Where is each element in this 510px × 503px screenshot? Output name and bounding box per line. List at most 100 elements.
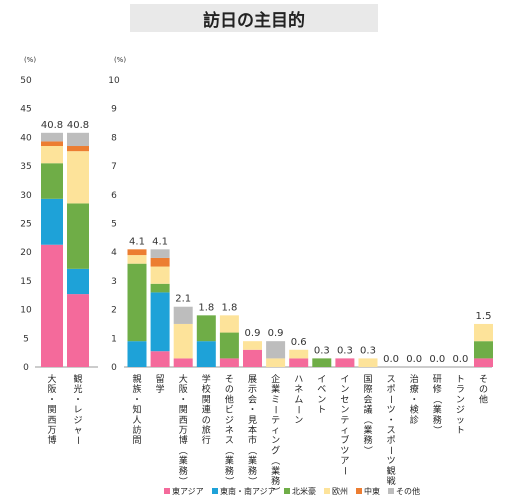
chart1-y-tick-label: 45	[20, 105, 31, 115]
chart1-y-tick-label: 20	[20, 248, 32, 258]
chart2-category-label: 研修（業務）研修（業務）	[431, 374, 442, 435]
chart2-category-label-char: ・	[179, 395, 188, 405]
chart2-category-label-char: ジ	[225, 416, 234, 426]
chart2-y-tick-label: 6	[111, 191, 117, 201]
chart2-category-label-char: 戦	[387, 475, 396, 487]
chart2-category-label-char: ス	[225, 436, 234, 446]
chart2-category-label-char: 務	[248, 465, 257, 477]
chart2-category-label-char: 阪	[179, 384, 188, 395]
chart2-category-label-char: 観	[387, 465, 396, 477]
chart2-total-label: 0.3	[314, 345, 330, 356]
chart2-category-label-char: の	[202, 416, 211, 426]
chart1-bar-segment	[41, 141, 63, 147]
chart1-total-label: 40.8	[67, 120, 89, 131]
chart2-category-label-char: 診	[410, 414, 419, 426]
chart2-category-label-char: 務	[363, 434, 372, 446]
chart1-category-label-char: ジ	[73, 416, 82, 426]
legend-label: 東アジア	[172, 486, 204, 496]
chart2-category-label-char: 博	[179, 434, 188, 446]
chart2-category-label-char: 国	[363, 374, 372, 385]
chart2-bar-segment	[150, 292, 170, 352]
chart2-category-label-char: ス	[387, 375, 396, 385]
chart2-category-label-char: ン	[294, 416, 303, 426]
chart2-category-label-char: イ	[317, 375, 326, 385]
chart2-category-label-char: 連	[202, 404, 211, 416]
chart2-category-label-char: 行	[202, 434, 211, 446]
chart1-y-tick-label: 50	[20, 76, 32, 86]
chart2-total-label: 0.0	[406, 354, 422, 365]
chart2-category-label-char: ）	[223, 476, 234, 485]
chart2-bar-segment	[358, 358, 378, 367]
chart2-category-label-char: の	[479, 385, 488, 395]
chart2-category-label-char: ィ	[271, 426, 280, 436]
chart2-category-label-char: 療	[410, 383, 419, 395]
chart2-category-label-char: 務	[433, 414, 442, 426]
chart2-category-label-char: ブ	[340, 434, 349, 446]
legend-swatch	[284, 488, 290, 494]
legend-label: 中東	[364, 486, 380, 496]
chart2-category-label-char: ネ	[225, 425, 234, 436]
legend-swatch	[212, 488, 218, 494]
chart2-category-label-char: ）	[362, 446, 373, 455]
chart2-category-label-char: そ	[479, 374, 488, 385]
chart2-category-label-char: 企	[271, 373, 280, 385]
chart1-y-tick-label: 10	[20, 306, 32, 316]
chart2-total-label: 2.1	[175, 294, 191, 305]
chart2-category-label-char: 会	[363, 393, 372, 405]
chart2-unit-label: (%)	[114, 56, 126, 64]
chart2-total-label: 0.0	[429, 354, 445, 365]
chart1-category-label-char: ー	[72, 436, 82, 445]
chart2-category-label-char: ツ	[340, 446, 349, 456]
chart2-category-label-char: 見	[248, 415, 257, 426]
chart1-y-tick-label: 35	[20, 162, 31, 172]
legend-label: 欧州	[332, 486, 348, 496]
chart2-bar-segment	[219, 332, 239, 359]
chart2-category-label-char: 展	[248, 374, 257, 385]
chart2-y-tick-label: 4	[111, 248, 117, 258]
chart2-bar-segment	[150, 257, 170, 267]
chart2-bar-segment	[266, 358, 286, 367]
chart2-category-label-char: 務	[179, 465, 188, 477]
chart2-y-tick-label: 9	[111, 105, 117, 115]
chart2-bar-segment	[173, 306, 193, 324]
chart2-category-label-char: ・	[132, 395, 141, 405]
chart2-category-label-char: 大	[179, 373, 188, 385]
chart2-category-label-char: （	[223, 446, 234, 455]
chart2-category-label: 大阪・関西万博（業務）大阪・関西万博（業務）	[177, 373, 188, 486]
chart2-bar-segment	[243, 341, 262, 350]
chart2-category-label-char: 親	[132, 373, 141, 385]
chart1-bar-segment	[67, 132, 89, 147]
chart2-category-label-char: 旅	[202, 424, 211, 436]
chart2-category-label-char: 知	[132, 404, 141, 416]
chart2-category-label-char: そ	[225, 374, 234, 385]
chart2-category-label-char: ア	[340, 457, 349, 467]
chart1-y-tick-label: 0	[23, 363, 29, 373]
chart2-category-label-char: 務	[225, 465, 234, 477]
chart2-bar-segment	[196, 315, 216, 342]
chart2-total-label: 1.5	[476, 311, 492, 322]
chart1-bar-segment	[41, 146, 63, 164]
chart2-category-label-char: （	[247, 446, 258, 455]
legend-label: その他	[396, 486, 420, 496]
chart2-category-label: 展示会・見本市（業務）展示会・見本市（業務）	[247, 374, 258, 486]
legend-label: 東南・南アジア	[220, 486, 276, 496]
chart2-category-label-char: （	[362, 415, 373, 424]
chart2-bar-segment	[335, 358, 355, 367]
chart2-category-label-char: ）	[177, 476, 188, 485]
chart2-category-label-char: 務	[271, 475, 280, 487]
chart2-category-label-char: 人	[132, 415, 141, 426]
chart2-y-tick-label: 7	[111, 162, 117, 172]
chart2-y-tick-label: 2	[111, 306, 117, 316]
chart2-category-label-char: ・	[410, 395, 419, 405]
chart2-category-label-char: ッ	[456, 416, 465, 426]
chart2-category-label-char: 業	[179, 455, 188, 467]
chart1-bar-segment	[67, 151, 89, 204]
chart2-category-label-char: の	[225, 385, 234, 395]
